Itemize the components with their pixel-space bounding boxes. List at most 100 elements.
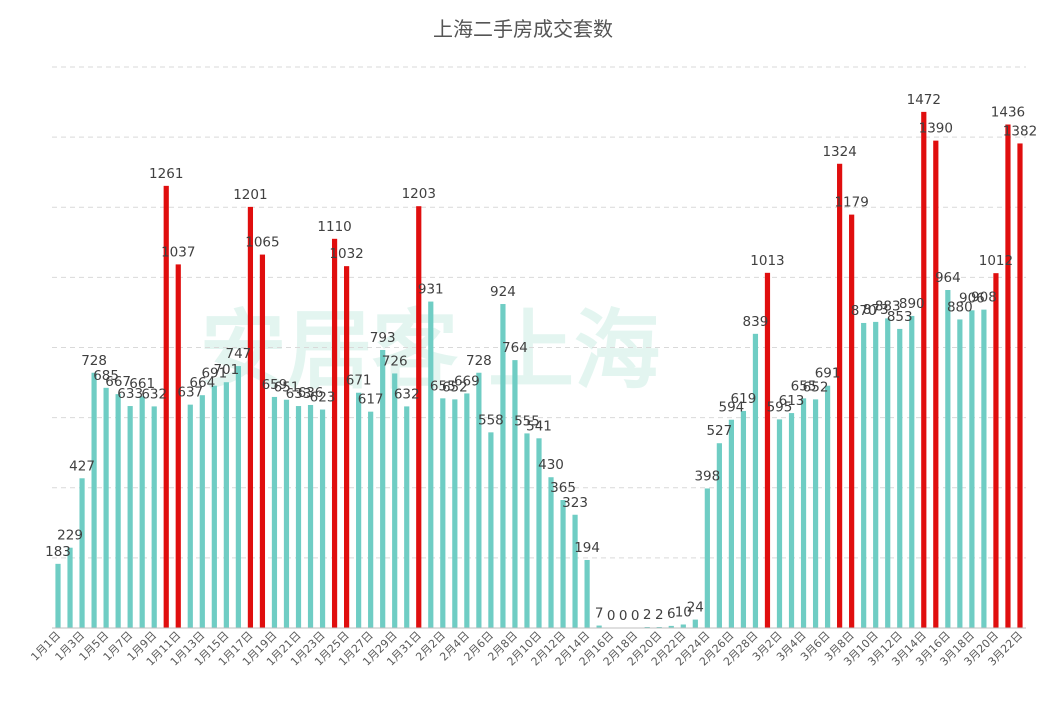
data-label: 632	[394, 386, 420, 402]
bar	[476, 372, 482, 628]
data-label: 691	[815, 366, 841, 382]
bar	[452, 399, 458, 628]
bar	[247, 206, 254, 628]
data-label: 873	[863, 302, 889, 318]
data-label: 7	[595, 606, 604, 622]
bar	[151, 406, 157, 628]
data-label: 10	[675, 604, 692, 620]
bar	[271, 396, 278, 628]
data-label: 637	[177, 385, 203, 401]
bar	[692, 619, 698, 628]
bar	[127, 406, 133, 628]
bar	[885, 318, 891, 628]
data-label: 541	[526, 418, 552, 434]
data-label: 691	[201, 366, 227, 382]
data-label: 1065	[245, 235, 279, 251]
bar	[139, 396, 145, 628]
bar	[837, 163, 843, 628]
data-label: 664	[189, 375, 215, 391]
data-label: 1013	[750, 253, 784, 269]
data-label: 701	[213, 362, 239, 378]
data-label: 323	[562, 495, 588, 511]
bar	[993, 273, 999, 628]
bar	[752, 333, 759, 628]
data-label: 1390	[919, 121, 953, 137]
data-label: 24	[687, 600, 704, 616]
bar	[259, 254, 266, 628]
bar	[909, 315, 915, 628]
x-tick-labels: 1月1日1月3日1月5日1月7日1月9日1月11日1月13日1月15日1月17日…	[28, 629, 1025, 669]
bar	[331, 238, 338, 628]
bar	[969, 310, 975, 628]
bar	[356, 392, 362, 628]
bar	[824, 385, 831, 628]
bar	[680, 624, 686, 628]
data-label: 555	[514, 413, 540, 429]
data-label: 6	[667, 606, 676, 622]
bar	[897, 328, 903, 628]
data-label: 1032	[329, 246, 363, 262]
bar	[812, 399, 819, 628]
data-label: 633	[286, 386, 312, 402]
data-label: 0	[631, 608, 640, 624]
data-label: 659	[262, 377, 288, 393]
bar	[861, 322, 867, 628]
data-labels: 1832294277286856676336616321261103763766…	[45, 92, 1037, 624]
data-label: 747	[225, 346, 251, 362]
data-label: 652	[803, 379, 829, 395]
bar	[548, 477, 554, 628]
bar	[740, 410, 747, 628]
bar	[800, 398, 807, 628]
data-label: 671	[346, 373, 372, 389]
data-label: 1382	[1003, 123, 1037, 139]
data-label: 880	[947, 299, 973, 315]
bar	[283, 399, 290, 628]
bar	[211, 385, 217, 628]
data-label: 853	[887, 309, 913, 325]
data-label: 623	[310, 390, 336, 406]
bar	[223, 382, 229, 628]
bar	[368, 411, 374, 628]
bar	[1017, 143, 1023, 628]
data-label: 685	[93, 368, 119, 384]
bar	[199, 395, 205, 628]
data-label: 651	[274, 380, 300, 396]
bar	[728, 419, 734, 628]
bar	[849, 214, 855, 629]
bar	[91, 372, 97, 628]
data-label: 1261	[149, 166, 183, 182]
data-label: 655	[791, 378, 817, 394]
data-label: 964	[935, 270, 961, 286]
bar	[572, 514, 578, 628]
data-label: 906	[959, 290, 985, 306]
data-label: 931	[418, 282, 444, 298]
bar	[79, 478, 85, 628]
bar	[464, 393, 470, 628]
data-label: 1201	[233, 187, 267, 203]
data-label: 669	[454, 373, 480, 389]
bar	[440, 398, 446, 628]
data-label: 633	[117, 386, 143, 402]
bar	[536, 438, 542, 628]
data-label: 229	[57, 528, 83, 544]
bar	[344, 266, 350, 628]
bar	[788, 413, 795, 628]
bar	[187, 404, 193, 628]
data-label: 0	[607, 608, 616, 624]
data-label: 870	[851, 303, 877, 319]
data-label: 619	[731, 391, 757, 407]
data-label: 430	[538, 457, 564, 473]
data-label: 613	[779, 393, 805, 409]
bar	[175, 264, 181, 628]
data-label: 890	[899, 296, 925, 312]
data-label: 1203	[402, 186, 436, 202]
data-label: 1012	[979, 253, 1013, 269]
data-label: 558	[478, 412, 504, 428]
bar	[404, 406, 410, 628]
bar	[596, 625, 602, 628]
data-label: 1179	[834, 195, 868, 211]
bar	[163, 185, 169, 629]
data-label: 427	[69, 458, 95, 474]
data-label: 667	[105, 374, 131, 390]
